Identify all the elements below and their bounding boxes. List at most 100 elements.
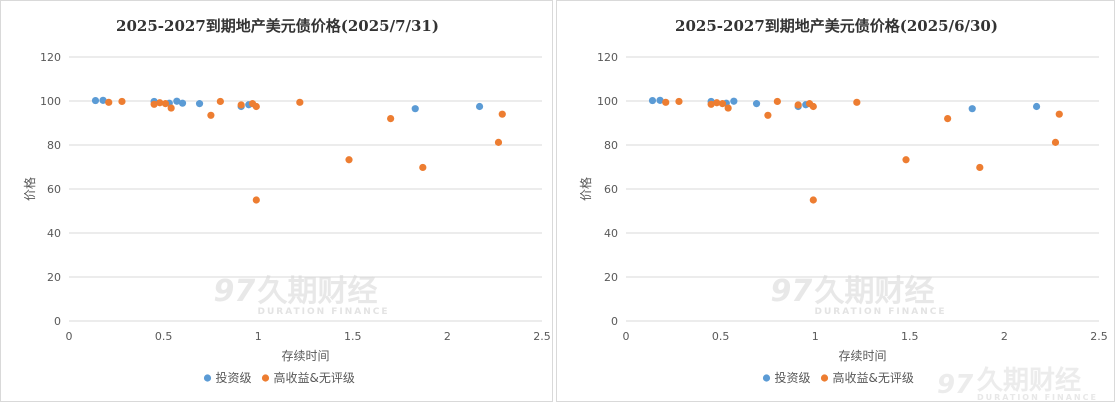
high-yield-point: [207, 111, 215, 119]
x-tick-label: 2: [1001, 330, 1008, 343]
x-tick-label: 1.5: [344, 330, 362, 343]
y-tick-label: 20: [47, 271, 61, 284]
high-yield-point: [809, 102, 817, 111]
x-tick-label: 1: [812, 330, 819, 343]
y-tick-label: 60: [47, 183, 61, 196]
watermark-logo-text: 久期财经: [258, 274, 378, 309]
high-yield-point: [216, 97, 224, 106]
high-yield-point: [296, 98, 304, 106]
high-yield-point: [237, 101, 245, 109]
y-tick-label: 80: [47, 139, 61, 152]
legend-marker-investment-grade: [203, 374, 212, 382]
x-axis-label: 存续时间: [281, 349, 329, 363]
high-yield-point: [387, 115, 395, 123]
corner-watermark-text: 久期财经: [977, 365, 1081, 396]
y-tick-label: 80: [604, 139, 618, 152]
investment-grade-point: [91, 96, 100, 105]
high-yield-point: [713, 99, 721, 107]
investment-grade-point: [648, 96, 657, 105]
x-tick-label: 0.5: [155, 330, 173, 343]
high-yield-point: [675, 97, 683, 106]
investment-grade-point: [99, 96, 107, 104]
investment-grade-point: [475, 102, 484, 111]
y-tick-label: 0: [54, 315, 61, 328]
x-tick-label: 0.5: [712, 330, 730, 343]
chart-title: 2025-2027到期地产美元债价格(2025/7/31): [116, 17, 439, 35]
chart-panel-left: 2025-2027到期地产美元债价格(2025/7/31) 97 久期财经 DURAT…: [0, 0, 553, 402]
y-axis-label: 价格: [22, 177, 37, 201]
y-axis-label: 价格: [578, 177, 593, 201]
high-yield-point: [718, 100, 727, 108]
high-yield-point: [494, 138, 503, 146]
y-tick-label: 20: [604, 271, 618, 284]
legend-marker-high-yield: [261, 374, 270, 382]
y-tick-label: 100: [597, 95, 618, 108]
high-yield-point: [764, 111, 772, 119]
high-yield-point: [944, 115, 952, 123]
watermark-logo-mark: 97: [771, 274, 813, 309]
high-yield-point: [794, 101, 802, 109]
high-yield-point: [662, 98, 670, 106]
high-yield-point: [1055, 110, 1063, 118]
scatter-chart-right: 2025-2027到期地产美元债价格(2025/6/30)97 久期财经DURAT…: [578, 17, 1108, 402]
y-tick-label: 100: [40, 95, 61, 108]
high-yield-point: [809, 196, 817, 204]
x-tick-label: 1.5: [901, 330, 919, 343]
corner-watermark-mark: 97: [937, 370, 974, 400]
investment-grade-point: [656, 96, 664, 104]
high-yield-point: [156, 99, 164, 107]
legend-label-high-yield: 高收益&无评级: [833, 370, 914, 385]
high-yield-point: [167, 104, 175, 112]
high-yield-point: [976, 163, 984, 172]
investment-grade-point: [730, 97, 738, 105]
watermark-logo-mark: 97: [214, 274, 256, 309]
chart-title: 2025-2027到期地产美元债价格(2025/6/30): [675, 17, 998, 35]
watermark-logo-sub: DURATION FINANCE: [815, 307, 947, 317]
x-tick-label: 1: [255, 330, 262, 343]
investment-grade-point: [411, 105, 419, 113]
high-yield-point: [853, 98, 861, 106]
y-tick-label: 120: [597, 51, 618, 64]
x-tick-label: 2.5: [533, 330, 551, 343]
high-yield-point: [150, 100, 158, 108]
high-yield-point: [902, 156, 910, 164]
watermark-logo-text: 久期财经: [815, 274, 935, 309]
high-yield-point: [419, 163, 427, 172]
high-yield-point: [252, 196, 260, 204]
investment-grade-point: [195, 100, 204, 108]
legend-label-investment-grade: 投资级: [775, 370, 811, 385]
high-yield-point: [1051, 138, 1060, 146]
high-yield-point: [105, 98, 113, 106]
legend-marker-investment-grade: [762, 374, 771, 382]
high-yield-point: [724, 104, 732, 112]
chart-panel-right: 2025-2027到期地产美元债价格(2025/6/30) 97 久期财经 DURAT…: [556, 0, 1115, 402]
y-tick-label: 40: [604, 227, 618, 240]
legend-label-investment-grade: 投资级: [216, 370, 252, 385]
high-yield-point: [118, 97, 126, 106]
legend-label-high-yield: 高收益&无评级: [274, 370, 355, 385]
high-yield-point: [498, 110, 506, 118]
corner-watermark-sub: DURATION FINANCE: [977, 393, 1098, 402]
scatter-chart-left: 2025-2027到期地产美元债价格(2025/7/31) 97 久期财经DURAT…: [22, 17, 551, 385]
legend-marker-high-yield: [820, 374, 829, 382]
x-tick-label: 0: [66, 330, 73, 343]
y-tick-label: 0: [611, 315, 618, 328]
x-tick-label: 2.5: [1090, 330, 1108, 343]
y-tick-label: 60: [604, 183, 618, 196]
x-axis-label: 存续时间: [838, 349, 886, 363]
x-tick-label: 0: [623, 330, 630, 343]
high-yield-point: [707, 100, 715, 108]
investment-grade-point: [178, 99, 187, 107]
high-yield-point: [345, 156, 353, 164]
investment-grade-point: [968, 105, 976, 113]
high-yield-point: [252, 102, 260, 111]
investment-grade-point: [752, 100, 761, 108]
y-tick-label: 40: [47, 227, 61, 240]
high-yield-point: [161, 100, 170, 108]
investment-grade-point: [1032, 102, 1041, 111]
investment-grade-point: [173, 97, 181, 105]
high-yield-point: [773, 97, 781, 106]
y-tick-label: 120: [40, 51, 61, 64]
x-tick-label: 2: [444, 330, 451, 343]
watermark-logo-sub: DURATION FINANCE: [258, 307, 390, 317]
